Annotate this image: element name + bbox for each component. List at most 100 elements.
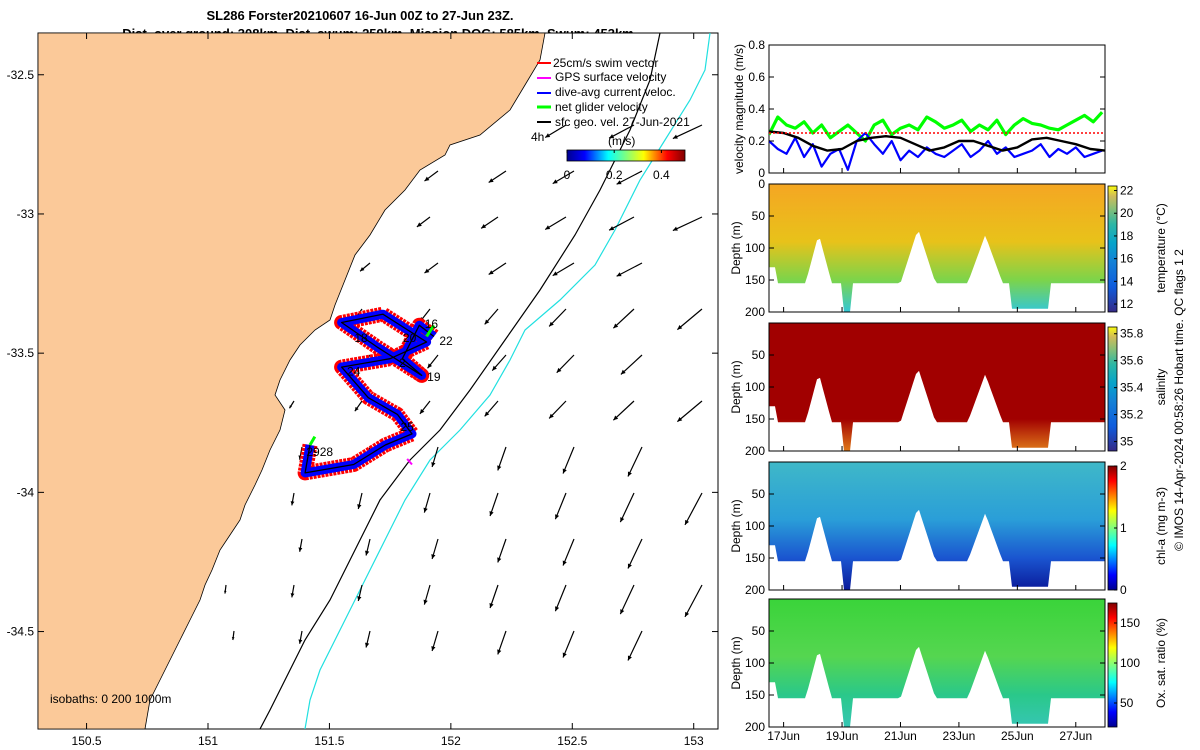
current-arrow-head xyxy=(419,409,425,414)
current-arrow-head xyxy=(290,593,295,598)
day-label: 2 xyxy=(399,356,406,370)
current-arrow xyxy=(562,538,575,566)
isobath-caption: isobaths: 0 200 1000m xyxy=(50,692,171,706)
current-arrow xyxy=(627,630,643,661)
map-xtick-label: 150.5 xyxy=(72,734,102,748)
current-arrow-head xyxy=(298,547,303,552)
current-arrow-head xyxy=(492,365,497,371)
map-y-ticks: -32.5 -33 -33.5 -34 -34.5 xyxy=(7,68,718,639)
current-arrow-head xyxy=(620,609,625,615)
profile-colorbar-tick: 35.8 xyxy=(1120,327,1144,341)
profile-colorbar-tick: 100 xyxy=(1120,656,1140,670)
legend-net: net glider velocity xyxy=(555,100,648,114)
profile-colorbar xyxy=(1107,602,1118,728)
profile-ytick: 100 xyxy=(745,241,765,255)
map-x-ticks: 150.5 151 151.5 152 152.5 153 xyxy=(72,33,704,748)
day-label: 24 xyxy=(347,364,361,378)
map-xtick-label: 151.5 xyxy=(314,734,344,748)
profile-ytick: 200 xyxy=(745,444,765,458)
map-colorbar-tick: 0 xyxy=(564,168,571,182)
current-arrow-head xyxy=(481,224,487,229)
velocity-series-dive xyxy=(769,131,1103,171)
profile-colorbar-tick: 2 xyxy=(1120,459,1127,473)
current-arrow-head xyxy=(489,511,494,517)
current-arrow-head xyxy=(545,133,551,138)
current-arrow-head xyxy=(613,323,619,329)
profile-section-fill xyxy=(769,184,1105,312)
profile-panel-3: 50 100 150 200 Depth (m) 0 1 2 chl-a (mg m-3) xyxy=(729,459,1168,597)
velocity-ytick: 0.6 xyxy=(748,70,765,84)
day-label: 25 xyxy=(400,420,414,434)
current-arrow-head xyxy=(360,267,365,272)
map-colorbar-ticks: 0 0.2 0.4 xyxy=(564,150,670,182)
current-arrow xyxy=(554,492,567,520)
map-xtick-label: 151 xyxy=(198,734,218,748)
map-ytick-label: -33.5 xyxy=(7,346,35,360)
current-arrow-head xyxy=(616,272,622,277)
profile-xtick: 23Jun xyxy=(943,729,976,743)
profile-ytick: 100 xyxy=(745,656,765,670)
current-arrow-head xyxy=(562,560,567,566)
current-arrow-head xyxy=(424,268,430,274)
profile-panel-2: 50 100 150 200 Depth (m) 35 35.2 35.4 35.6 35.8 sa… xyxy=(729,322,1168,458)
map-ytick-label: -33 xyxy=(17,207,35,221)
current-arrow xyxy=(684,584,703,618)
current-arrow xyxy=(562,630,575,658)
profile-colorbar-tick: 12 xyxy=(1120,297,1134,311)
credit-text: © IMOS 14-Apr-2024 00:58:26 Hobart time.… xyxy=(1172,249,1186,551)
current-arrow-head xyxy=(562,468,567,474)
current-arrow-head xyxy=(677,417,683,422)
current-arrow-head xyxy=(423,507,428,513)
profile-xtick: 27Jun xyxy=(1059,729,1092,743)
current-arrow-head xyxy=(431,554,436,560)
profile-colorbar-tick: 50 xyxy=(1120,696,1134,710)
profile-colorbar-tick: 150 xyxy=(1120,616,1140,630)
map-xtick-label: 153 xyxy=(684,734,704,748)
day-label: 22 xyxy=(439,334,453,348)
legend-geo: sfc geo. vel. 27-Jun-2021 xyxy=(555,115,690,129)
current-arrow xyxy=(672,216,703,232)
current-arrow-head xyxy=(613,415,619,421)
current-arrow-head xyxy=(488,270,494,275)
map-colorbar-tick: 0.4 xyxy=(653,168,670,182)
current-arrow-head xyxy=(684,611,690,617)
profile-colorbar-tick: 1 xyxy=(1120,521,1127,535)
current-arrow-head xyxy=(552,271,558,276)
profile-panel-1: 0 50 100 150 200 Depth (m) 12 14 16 18 20 22 tempera… xyxy=(729,177,1168,319)
map-ytick-label: -32.5 xyxy=(7,68,35,82)
profile-xtick: 19Jun xyxy=(826,729,859,743)
current-arrow xyxy=(616,262,643,277)
current-arrow xyxy=(676,400,703,423)
profile-ylabel: Depth (m) xyxy=(729,360,743,413)
profile-colorbar-tick: 20 xyxy=(1120,206,1134,220)
profile-cbar-label: salinity xyxy=(1154,369,1168,406)
profile-colorbar-tick: 35.2 xyxy=(1120,408,1144,422)
velocity-panel: 0 0.2 0.4 0.6 0.8 velocity magnitude (m/s) xyxy=(732,38,1106,180)
current-arrow-head xyxy=(549,413,554,419)
legend-4h: 4h xyxy=(531,130,544,144)
current-arrow xyxy=(562,446,575,474)
map-xtick-label: 152 xyxy=(441,734,461,748)
current-arrow-head xyxy=(488,178,494,183)
current-arrow-head xyxy=(620,369,626,375)
current-arrow-head xyxy=(231,636,235,641)
profile-cbar-label: temperature (°C) xyxy=(1154,203,1168,293)
current-arrow-head xyxy=(556,367,562,373)
profile-colorbar-tick: 35.6 xyxy=(1120,354,1144,368)
profile-ytick: 50 xyxy=(752,487,766,501)
profile-section-fill xyxy=(769,599,1105,727)
current-arrow-head xyxy=(484,411,490,417)
profile-ytick: 150 xyxy=(745,551,765,565)
current-arrow-head xyxy=(423,599,428,605)
profile-colorbar-tick: 0 xyxy=(1120,583,1127,597)
profile-ytick: 100 xyxy=(745,519,765,533)
velocity-ytick: 0 xyxy=(758,166,765,180)
current-arrow-head xyxy=(552,179,558,184)
current-arrow xyxy=(616,170,643,185)
profile-ylabel: Depth (m) xyxy=(729,499,743,552)
profile-cbar-label: Ox. sat. ratio (%) xyxy=(1154,618,1168,708)
map-xtick-label: 152.5 xyxy=(557,734,587,748)
map-legend: 25cm/s swim vector GPS surface velocity … xyxy=(531,56,690,182)
current-arrow xyxy=(554,584,567,612)
